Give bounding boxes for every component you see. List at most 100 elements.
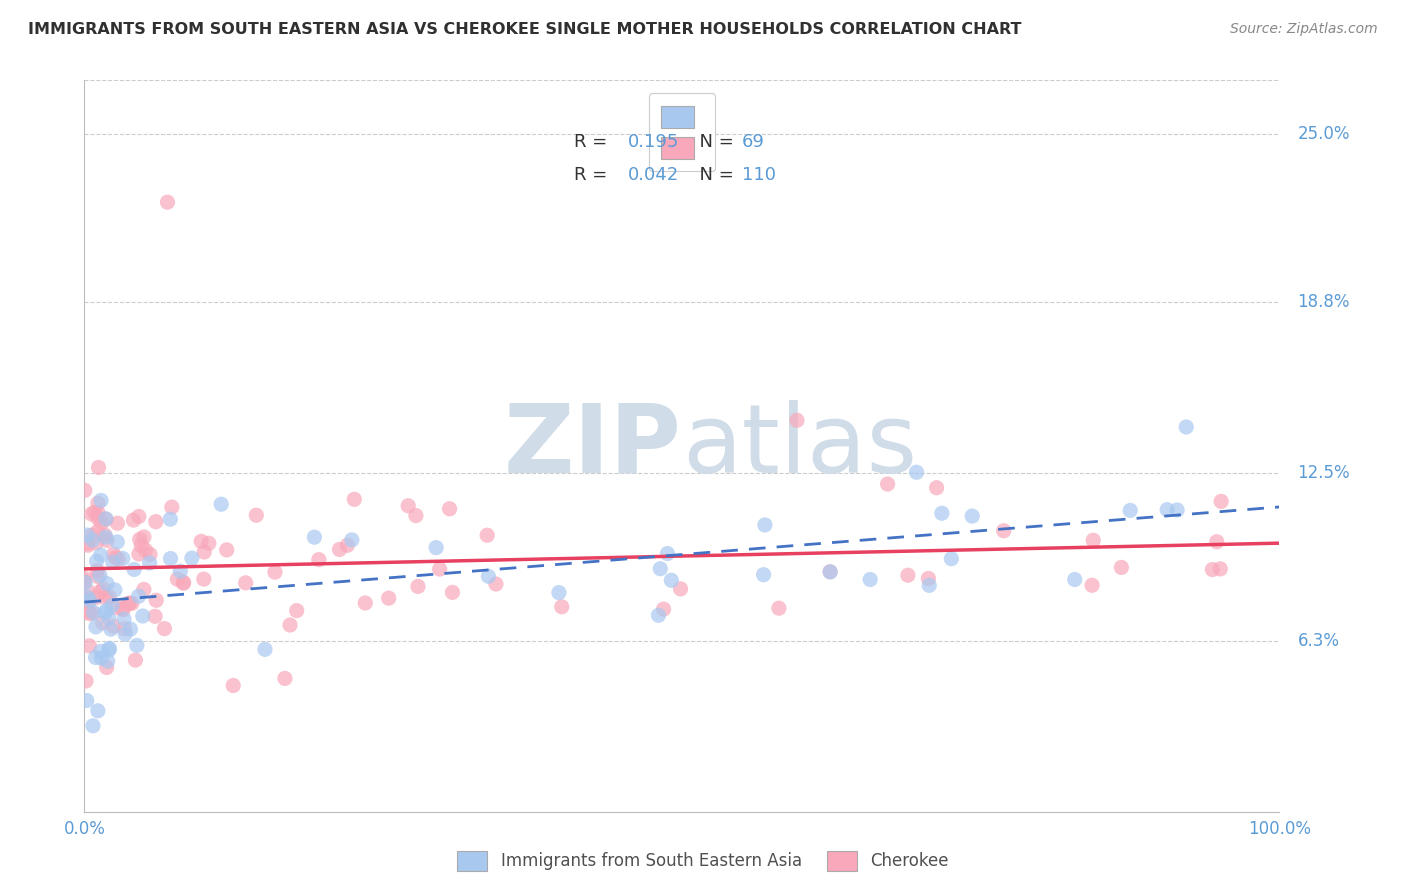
Point	[76, 590, 98, 604]
Point	[180, 551, 202, 566]
Point	[101, 599, 124, 613]
Point	[308, 552, 330, 566]
Point	[94, 606, 117, 620]
Point	[1201, 563, 1223, 577]
Text: 69: 69	[742, 134, 765, 152]
Point	[925, 481, 948, 495]
Point	[905, 465, 928, 479]
Point	[377, 591, 399, 606]
Point	[139, 548, 162, 562]
Point	[209, 497, 232, 511]
Point	[76, 596, 98, 610]
Point	[104, 550, 127, 565]
Text: N =: N =	[688, 134, 740, 152]
Point	[76, 584, 98, 599]
Point	[97, 654, 120, 668]
Point	[79, 639, 101, 653]
Point	[107, 552, 129, 566]
Point	[859, 573, 882, 587]
Point	[76, 528, 98, 542]
Point	[87, 511, 110, 525]
Point	[124, 653, 146, 667]
Point	[122, 513, 145, 527]
Point	[647, 608, 669, 623]
Point	[111, 602, 134, 616]
Point	[145, 593, 167, 607]
Point	[153, 622, 176, 636]
Point	[215, 542, 238, 557]
Point	[304, 530, 326, 544]
Point	[1111, 560, 1133, 574]
Text: 6.3%: 6.3%	[1298, 632, 1340, 650]
Point	[406, 579, 429, 593]
Point	[86, 535, 108, 549]
Point	[128, 589, 150, 603]
Point	[89, 568, 111, 582]
Point	[107, 516, 129, 531]
Point	[118, 596, 141, 610]
Point	[1205, 534, 1227, 549]
Point	[439, 501, 461, 516]
Point	[159, 512, 181, 526]
Point	[90, 493, 112, 508]
Point	[82, 719, 104, 733]
Point	[104, 582, 127, 597]
Point	[94, 528, 117, 542]
Point	[548, 585, 571, 599]
Point	[112, 602, 135, 616]
Point	[94, 591, 117, 605]
Point	[278, 618, 301, 632]
Point	[405, 508, 427, 523]
Point	[87, 460, 110, 475]
Point	[90, 644, 112, 658]
Point	[94, 512, 117, 526]
Point	[1119, 503, 1142, 517]
Point	[128, 533, 150, 547]
Point	[128, 509, 150, 524]
Point	[96, 603, 118, 617]
Point	[173, 575, 195, 590]
Point	[80, 528, 103, 542]
Point	[96, 576, 118, 591]
Legend: , : ,	[648, 93, 716, 171]
Point	[76, 693, 98, 707]
Point	[90, 651, 112, 665]
Point	[245, 508, 267, 523]
Point	[396, 499, 419, 513]
Point	[917, 572, 939, 586]
Point	[84, 650, 107, 665]
Text: 12.5%: 12.5%	[1298, 464, 1350, 482]
Text: IMMIGRANTS FROM SOUTH EASTERN ASIA VS CHEROKEE SINGLE MOTHER HOUSEHOLDS CORRELAT: IMMIGRANTS FROM SOUTH EASTERN ASIA VS CH…	[28, 22, 1022, 37]
Point	[91, 615, 114, 630]
Point	[73, 483, 96, 498]
Point	[1211, 494, 1233, 508]
Point	[1083, 533, 1105, 548]
Point	[100, 622, 122, 636]
Point	[132, 530, 155, 544]
Point	[120, 622, 142, 636]
Point	[103, 547, 125, 561]
Point	[73, 571, 96, 585]
Legend: Immigrants from South Eastern Asia, Cherokee: Immigrants from South Eastern Asia, Cher…	[449, 842, 957, 880]
Point	[86, 524, 108, 539]
Point	[274, 672, 297, 686]
Point	[76, 536, 98, 550]
Point	[156, 195, 179, 210]
Point	[253, 642, 276, 657]
Point	[101, 555, 124, 569]
Text: 18.8%: 18.8%	[1298, 293, 1350, 311]
Point	[960, 509, 983, 524]
Point	[876, 477, 898, 491]
Point	[129, 539, 152, 553]
Point	[1156, 502, 1178, 516]
Point	[145, 515, 167, 529]
Point	[84, 620, 107, 634]
Point	[73, 574, 96, 588]
Point	[235, 575, 257, 590]
Point	[97, 611, 120, 625]
Point	[77, 591, 100, 606]
Point	[143, 609, 166, 624]
Point	[441, 585, 464, 599]
Point	[198, 536, 221, 550]
Text: R =: R =	[575, 167, 613, 185]
